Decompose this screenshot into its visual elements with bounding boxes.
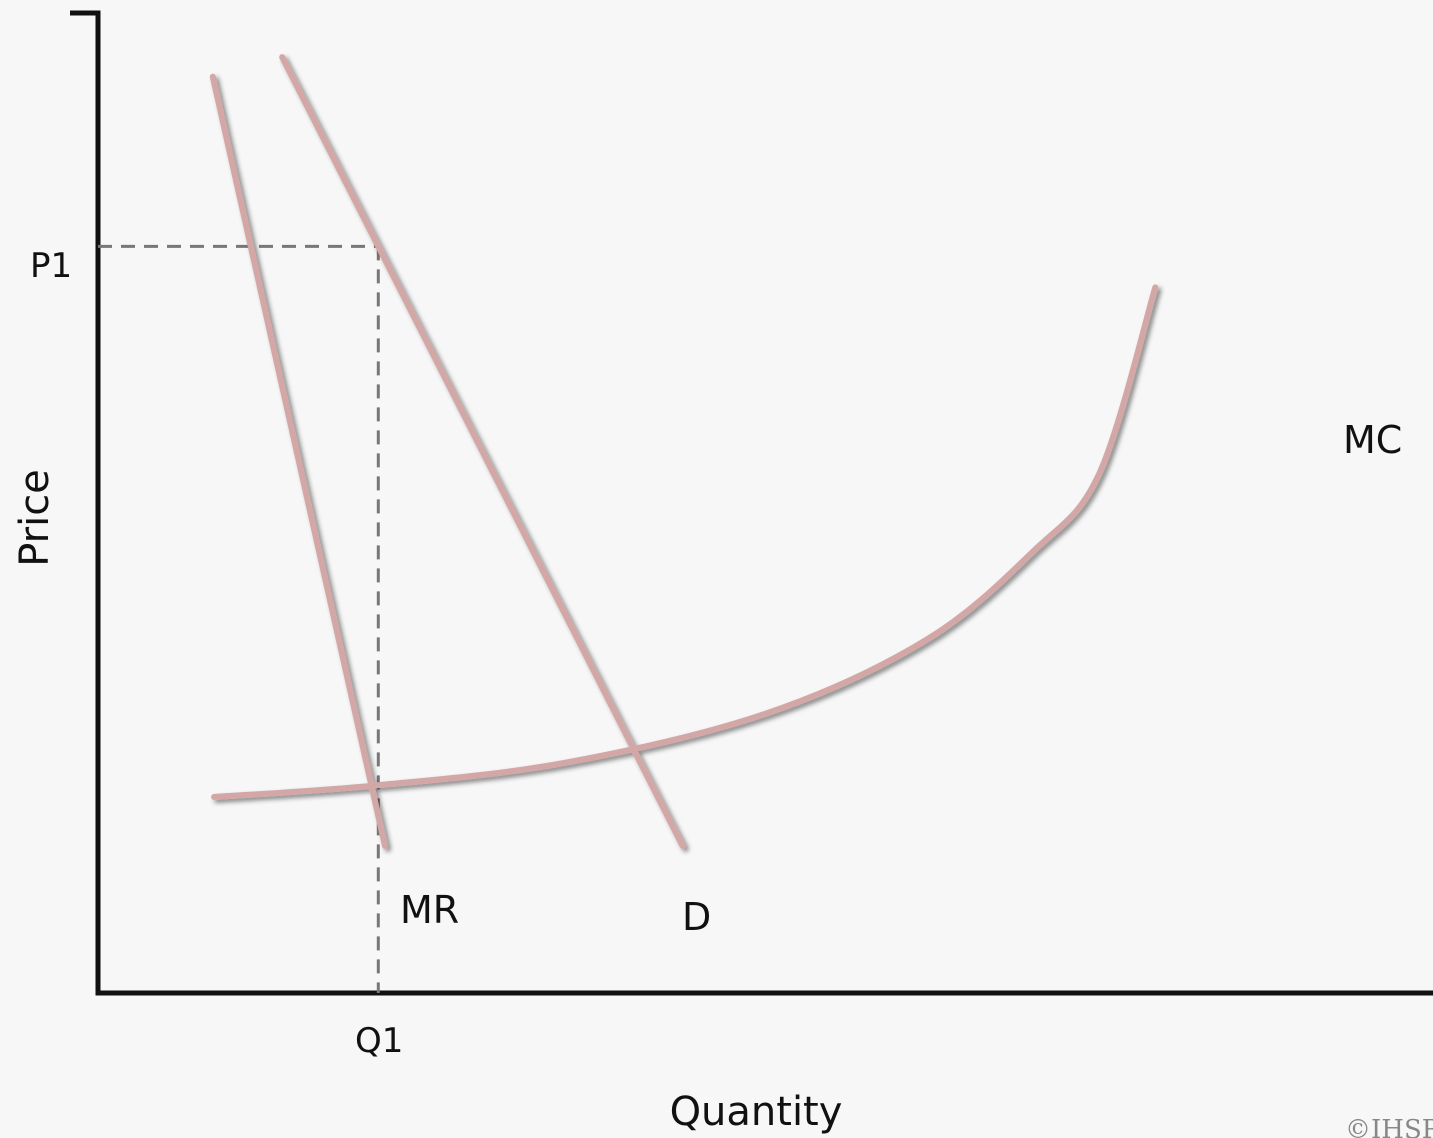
mc-curve xyxy=(211,284,1159,800)
x-axis-label: Quantity xyxy=(670,1089,843,1135)
q1-tick-label: Q1 xyxy=(355,1021,403,1061)
mr-curve xyxy=(209,73,388,849)
chart-axes xyxy=(70,10,1433,996)
mc-label: MC xyxy=(1343,418,1402,462)
demand-curve xyxy=(279,54,686,849)
watermark: ©IHSP xyxy=(1345,1115,1433,1138)
p1-tick-label: P1 xyxy=(30,246,72,286)
d-label: D xyxy=(682,895,711,939)
y-axis-label: Price xyxy=(12,469,58,567)
mr-label: MR xyxy=(400,888,459,932)
